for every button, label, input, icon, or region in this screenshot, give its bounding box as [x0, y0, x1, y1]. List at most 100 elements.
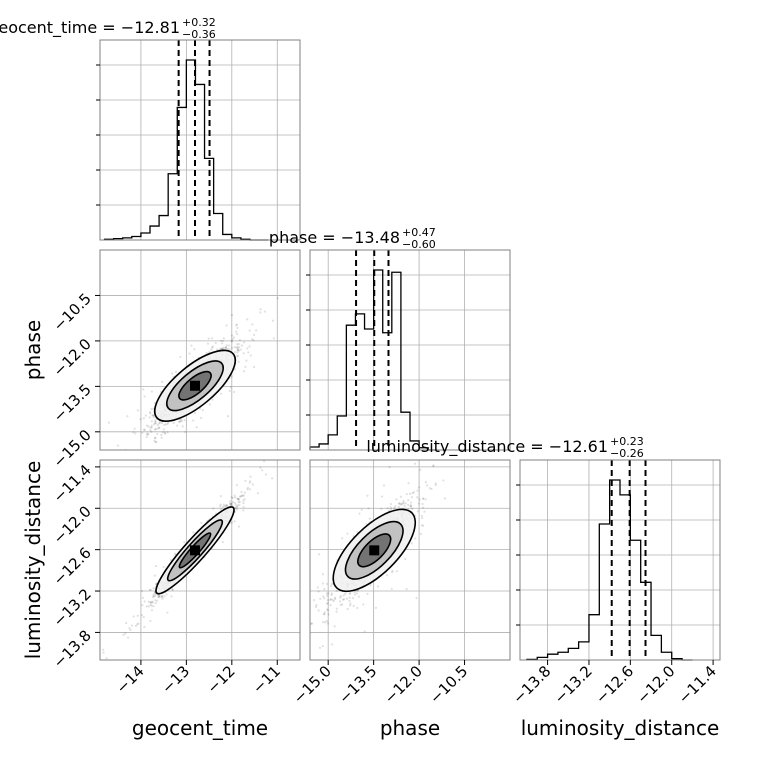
- scatter-point: [263, 310, 267, 313]
- scatter-point: [105, 657, 108, 660]
- scatter-point: [228, 348, 231, 351]
- scatter-point: [149, 601, 152, 604]
- scatter-point: [424, 498, 427, 501]
- scatter-point: [132, 615, 135, 618]
- scatter-point: [325, 602, 328, 605]
- scatter-point: [161, 597, 164, 600]
- scatter-point: [221, 541, 224, 544]
- scatter-point: [153, 422, 157, 425]
- scatter-point: [154, 601, 157, 605]
- scatter-point: [249, 480, 252, 483]
- scatter-point: [275, 711, 277, 713]
- scatter-point: [235, 506, 238, 509]
- scatter-point: [343, 592, 347, 596]
- x-tick-label-geocent_time: −12: [204, 662, 239, 697]
- scatter-point: [367, 507, 370, 510]
- y-tick-label-luminosity_distance: −13.2: [50, 585, 95, 630]
- scatter-point: [174, 552, 177, 555]
- scatter-point: [154, 436, 157, 439]
- x-tick-label-phase: −10.5: [426, 662, 471, 707]
- scatter-point: [223, 505, 226, 508]
- scatter-point: [231, 501, 235, 504]
- scatter-point: [238, 500, 241, 503]
- scatter-point: [149, 429, 152, 432]
- scatter-point: [180, 420, 183, 423]
- scatter-point: [230, 339, 233, 342]
- scatter-point: [219, 495, 222, 498]
- scatter-point: [174, 370, 178, 373]
- scatter-point: [236, 505, 239, 508]
- scatter-point: [399, 495, 402, 498]
- scatter-point: [341, 603, 344, 606]
- x-axis-label-luminosity_distance: luminosity_distance: [521, 716, 720, 740]
- scatter-point: [252, 339, 255, 342]
- scatter-point: [216, 348, 219, 351]
- title-median: =: [317, 228, 341, 247]
- scatter-point: [326, 609, 329, 612]
- scatter-point: [132, 455, 134, 457]
- scatter-point: [335, 589, 338, 592]
- scatter-point: [256, 492, 260, 495]
- scatter-point: [259, 466, 262, 469]
- title-plus: +0.32: [182, 16, 216, 29]
- scatter-point: [139, 418, 142, 421]
- scatter-point: [422, 497, 425, 500]
- scatter-point: [305, 634, 307, 636]
- scatter-point: [227, 347, 230, 350]
- scatter-point: [87, 453, 89, 455]
- scatter-point: [166, 431, 169, 434]
- scatter-point: [404, 502, 407, 505]
- scatter-point: [183, 541, 186, 544]
- title-minus: −0.26: [610, 447, 644, 460]
- scatter-point: [154, 427, 157, 430]
- scatter-point: [246, 486, 250, 489]
- scatter-point: [329, 598, 332, 601]
- scatter-point: [349, 592, 352, 595]
- scatter-point: [158, 427, 161, 430]
- density-peak: [190, 545, 200, 556]
- scatter-point: [326, 602, 330, 605]
- scatter-point: [317, 590, 320, 593]
- scatter-point: [403, 504, 406, 508]
- scatter-point: [242, 501, 245, 505]
- scatter-point: [153, 439, 156, 442]
- scatter-point: [443, 497, 447, 500]
- scatter-point: [417, 486, 421, 489]
- scatter-point: [380, 507, 383, 510]
- scatter-point: [236, 497, 239, 500]
- scatter-point: [430, 456, 432, 458]
- scatter-point: [192, 419, 195, 422]
- scatter-point: [405, 588, 408, 591]
- scatter-point: [339, 600, 342, 603]
- scatter-point: [327, 592, 330, 595]
- scatter-point: [207, 337, 210, 340]
- y-tick-label-luminosity_distance: −12.0: [50, 502, 95, 547]
- scatter-point: [422, 524, 425, 527]
- scatter-point: [251, 338, 254, 341]
- scatter-point: [428, 487, 431, 490]
- scatter-point: [318, 553, 321, 556]
- scatter-point: [389, 502, 393, 506]
- scatter-point: [219, 505, 222, 508]
- scatter-point: [416, 496, 419, 499]
- histogram-geocent_time: [103, 59, 269, 241]
- scatter-point: [248, 481, 251, 484]
- scatter-point: [236, 508, 239, 511]
- scatter-point: [178, 420, 181, 424]
- scatter-point: [145, 435, 148, 439]
- scatter-point: [331, 643, 334, 646]
- scatter-point: [152, 595, 155, 598]
- scatter-point: [402, 499, 405, 503]
- x-tick-label-luminosity_distance: −12.6: [592, 662, 637, 707]
- scatter-point: [411, 507, 414, 510]
- x-tick-label-luminosity_distance: −11.4: [675, 662, 720, 707]
- y-axis-label-phase: phase: [21, 320, 45, 380]
- scatter-point: [410, 542, 413, 545]
- scatter-point: [158, 594, 161, 598]
- panel-frame: [309, 249, 511, 451]
- scatter-point: [222, 346, 225, 349]
- scatter-point: [228, 344, 231, 347]
- scatter-point: [271, 319, 274, 322]
- scatter-phase-luminosity_distance: [275, 456, 447, 713]
- scatter-point: [242, 509, 245, 512]
